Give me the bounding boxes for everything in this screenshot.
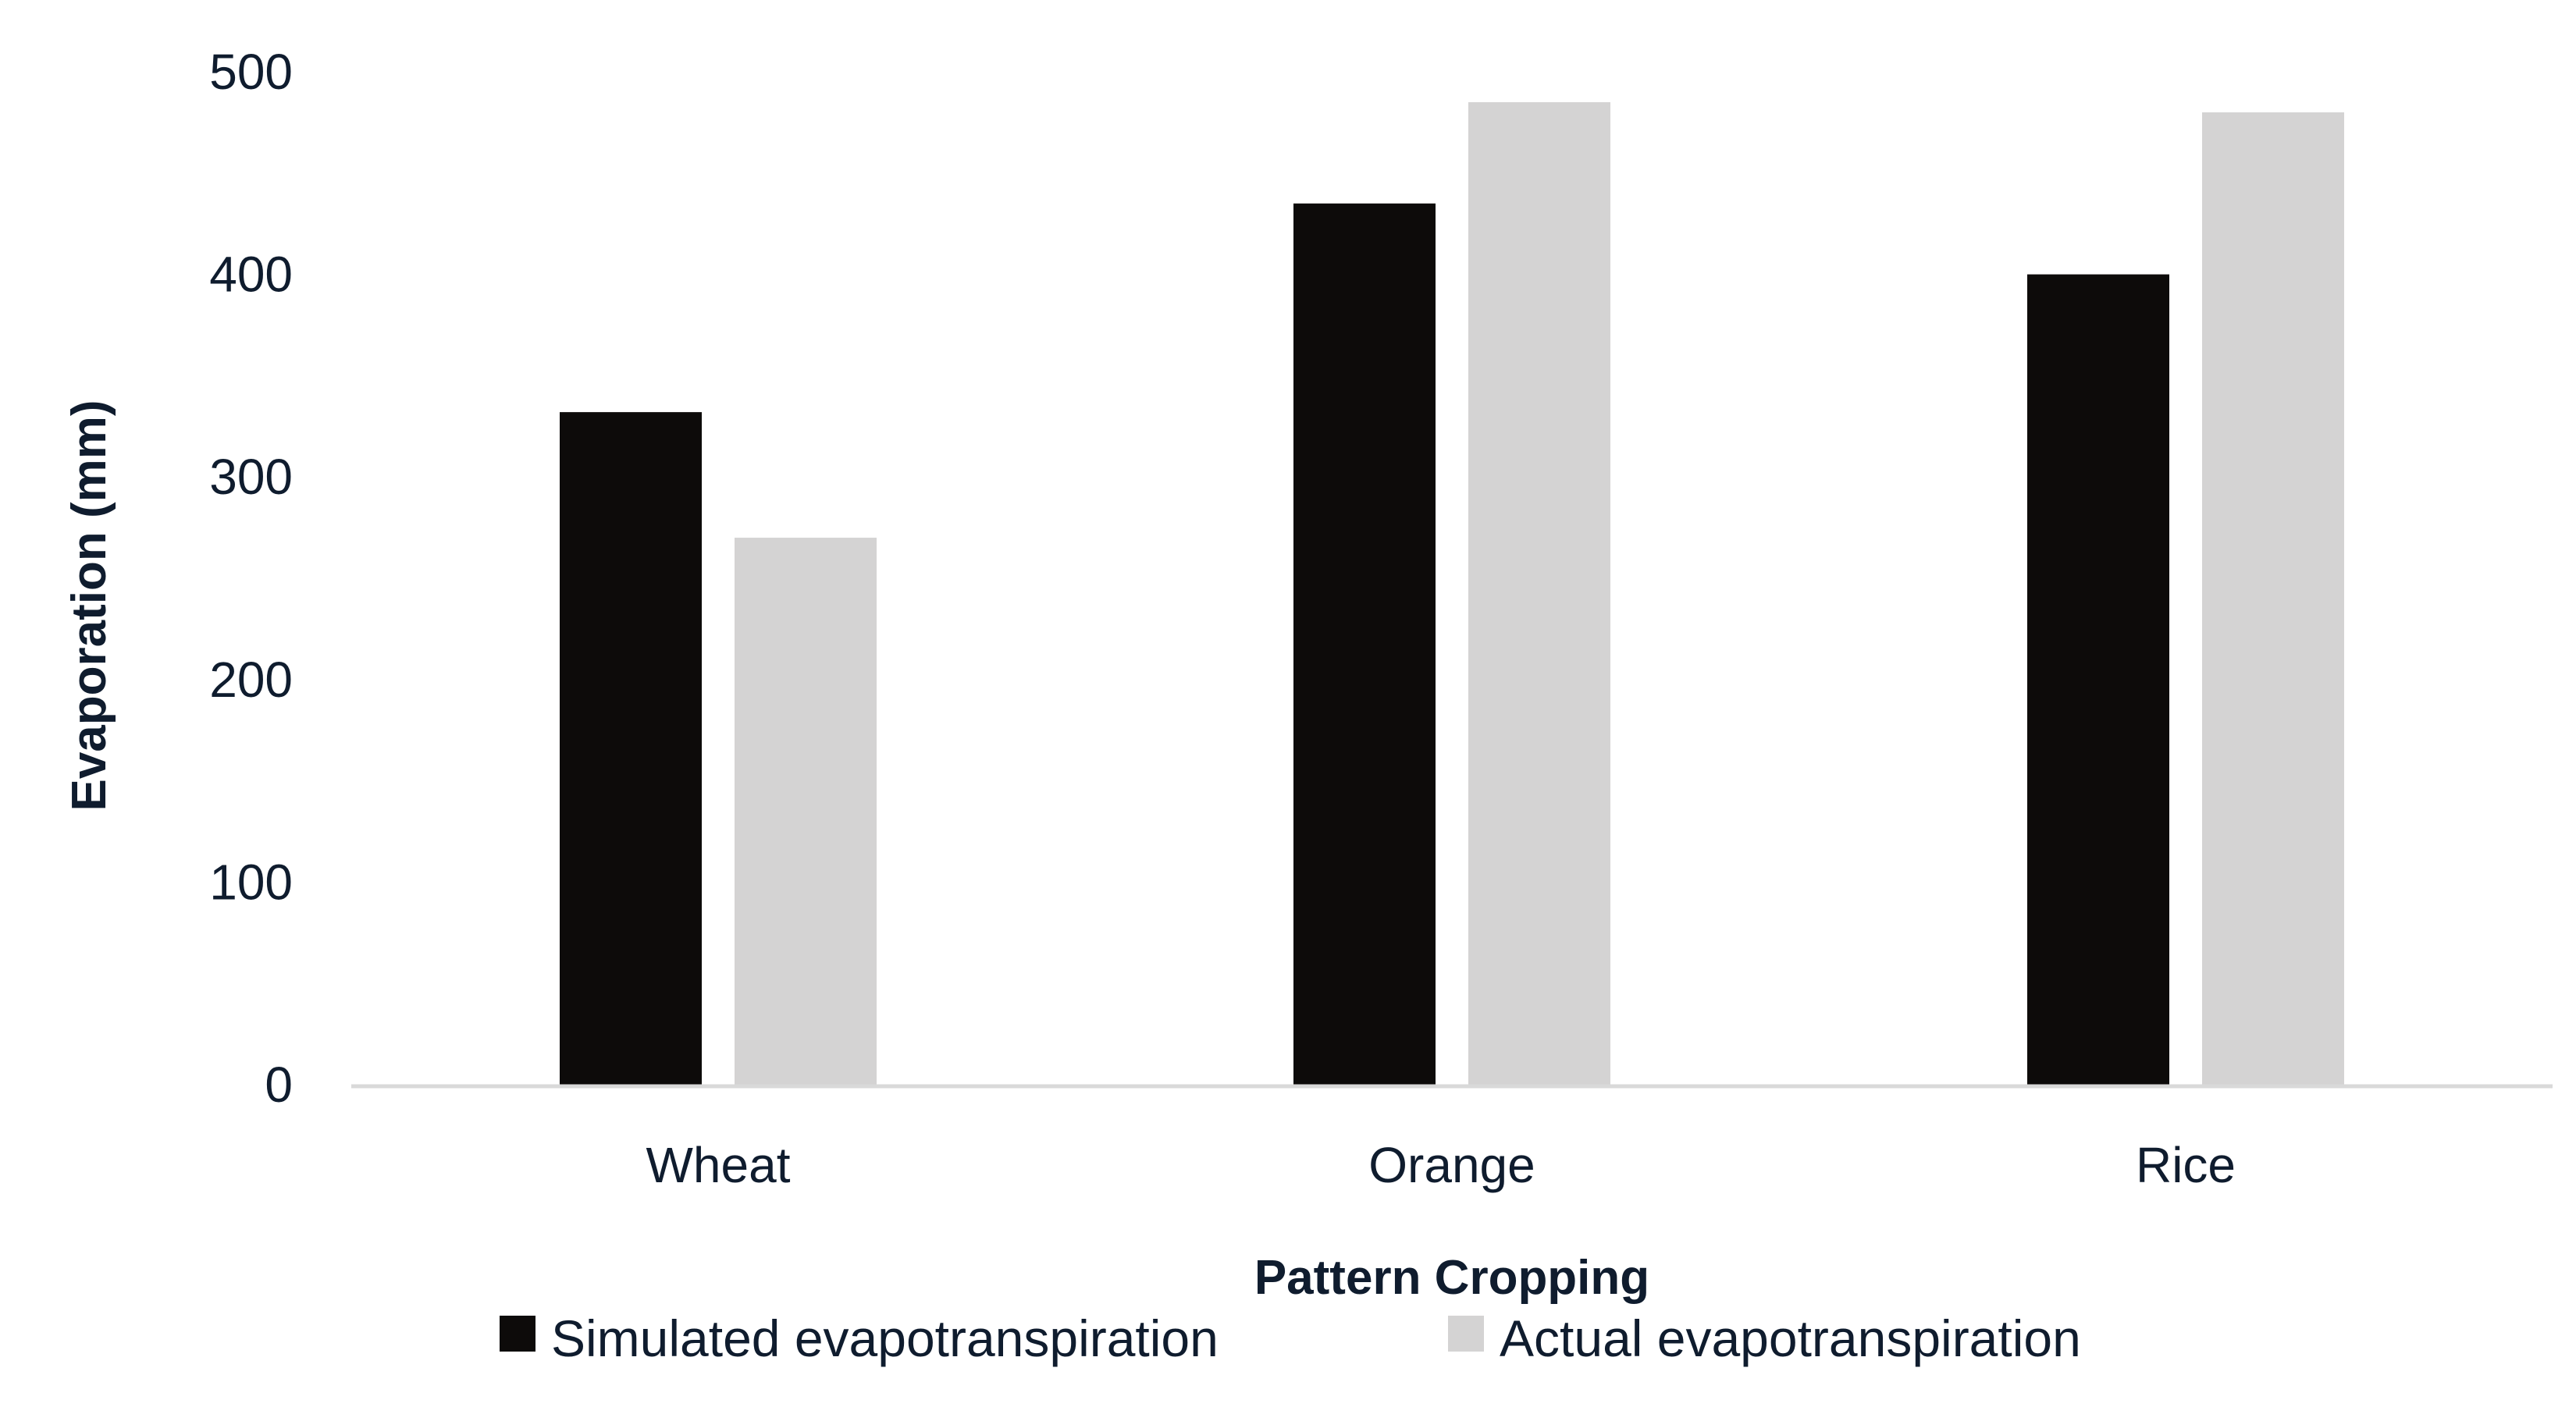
- y-tick-label: 400: [209, 247, 293, 303]
- x-axis-category-labels: Wheat Orange Rice: [646, 1137, 2236, 1193]
- bars: [560, 101, 2344, 1085]
- x-axis-title: Pattern Cropping: [1254, 1251, 1649, 1305]
- bar-simulated-wheat: [560, 412, 702, 1085]
- y-axis-title: Evaporation (mm): [62, 400, 116, 811]
- bar-actual-rice: [2202, 112, 2344, 1085]
- bar-actual-orange: [1468, 101, 1610, 1085]
- y-tick-label: 0: [265, 1057, 293, 1113]
- x-category-label: Wheat: [646, 1137, 791, 1193]
- legend-swatch-simulated: [500, 1316, 535, 1352]
- legend: Simulated evapotranspiration Actual evapo…: [500, 1309, 2081, 1367]
- y-tick-label: 500: [209, 44, 293, 100]
- legend-label-actual: Actual evapotranspiration: [1500, 1309, 2081, 1367]
- y-tick-label: 200: [209, 652, 293, 708]
- legend-swatch-actual: [1448, 1316, 1484, 1352]
- bar-simulated-rice: [2027, 274, 2169, 1085]
- bar-simulated-orange: [1293, 203, 1436, 1085]
- x-category-label: Orange: [1368, 1137, 1535, 1193]
- y-axis-tick-labels: 0 100 200 300 400 500: [209, 44, 293, 1113]
- legend-label-simulated: Simulated evapotranspiration: [551, 1309, 1219, 1367]
- bar-actual-wheat: [735, 538, 877, 1085]
- x-category-label: Rice: [2136, 1137, 2236, 1193]
- y-tick-label: 100: [209, 854, 293, 910]
- y-tick-label: 300: [209, 449, 293, 505]
